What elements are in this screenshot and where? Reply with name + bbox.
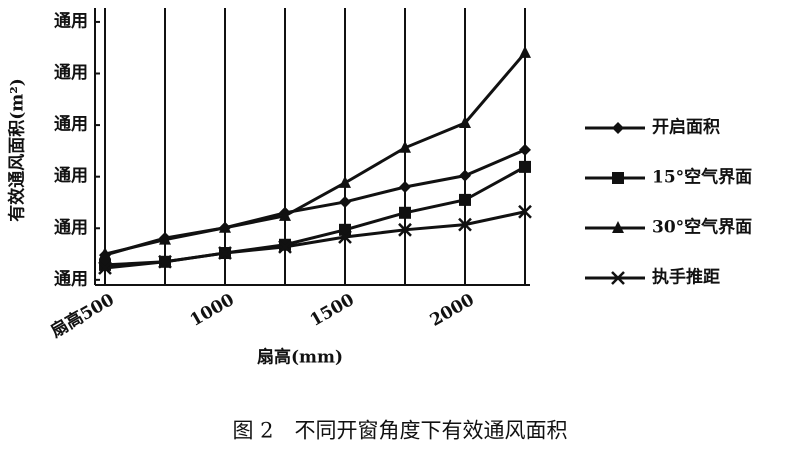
y-tick-label: 通用 <box>54 11 88 31</box>
y-tick-label: 通用 <box>54 166 88 186</box>
point <box>399 140 411 153</box>
point <box>339 195 351 208</box>
point <box>519 45 531 58</box>
point <box>98 261 112 275</box>
legend-marker <box>611 271 625 285</box>
y-tick-label: 通用 <box>54 63 88 83</box>
x-axis-label: 扇高(mm) <box>257 347 343 368</box>
point <box>459 169 471 182</box>
series-line <box>104 51 527 256</box>
point <box>459 116 471 129</box>
point <box>399 206 411 219</box>
point <box>338 230 352 244</box>
x-tick-label: 1000 <box>187 290 238 331</box>
point <box>159 232 171 245</box>
point <box>518 204 532 219</box>
y-tick-label: 通用 <box>54 115 88 135</box>
legend-marker <box>612 172 624 184</box>
point <box>339 175 351 188</box>
x-tick-label: 2000 <box>427 290 478 331</box>
legend-label: 开启面积 <box>652 117 720 138</box>
point <box>519 160 531 173</box>
legend-marker <box>612 122 624 134</box>
point <box>458 217 472 232</box>
series-line <box>104 165 526 267</box>
legend-marker <box>612 221 624 233</box>
point <box>219 220 231 233</box>
point <box>399 180 411 193</box>
point <box>279 208 291 221</box>
point <box>278 239 292 254</box>
caption: 图 2 不同开窗角度下有效通风面积 <box>232 419 567 443</box>
point <box>459 193 471 206</box>
point <box>398 222 412 237</box>
point <box>218 246 232 260</box>
legend-label: 30°空气界面 <box>652 217 752 238</box>
x-tick-label: 扇高500 <box>47 289 118 342</box>
series-line <box>104 210 526 270</box>
point <box>519 143 531 156</box>
y-tick-label: 通用 <box>54 269 88 289</box>
y-tick-label: 通用 <box>54 218 88 238</box>
point <box>99 247 111 260</box>
y-axis-label: 有效通风面积(m²) <box>7 78 28 222</box>
legend-label: 15°空气界面 <box>652 167 752 188</box>
x-tick-label: 1500 <box>307 290 358 331</box>
point <box>158 254 172 269</box>
legend-label: 执手推距 <box>652 267 720 288</box>
